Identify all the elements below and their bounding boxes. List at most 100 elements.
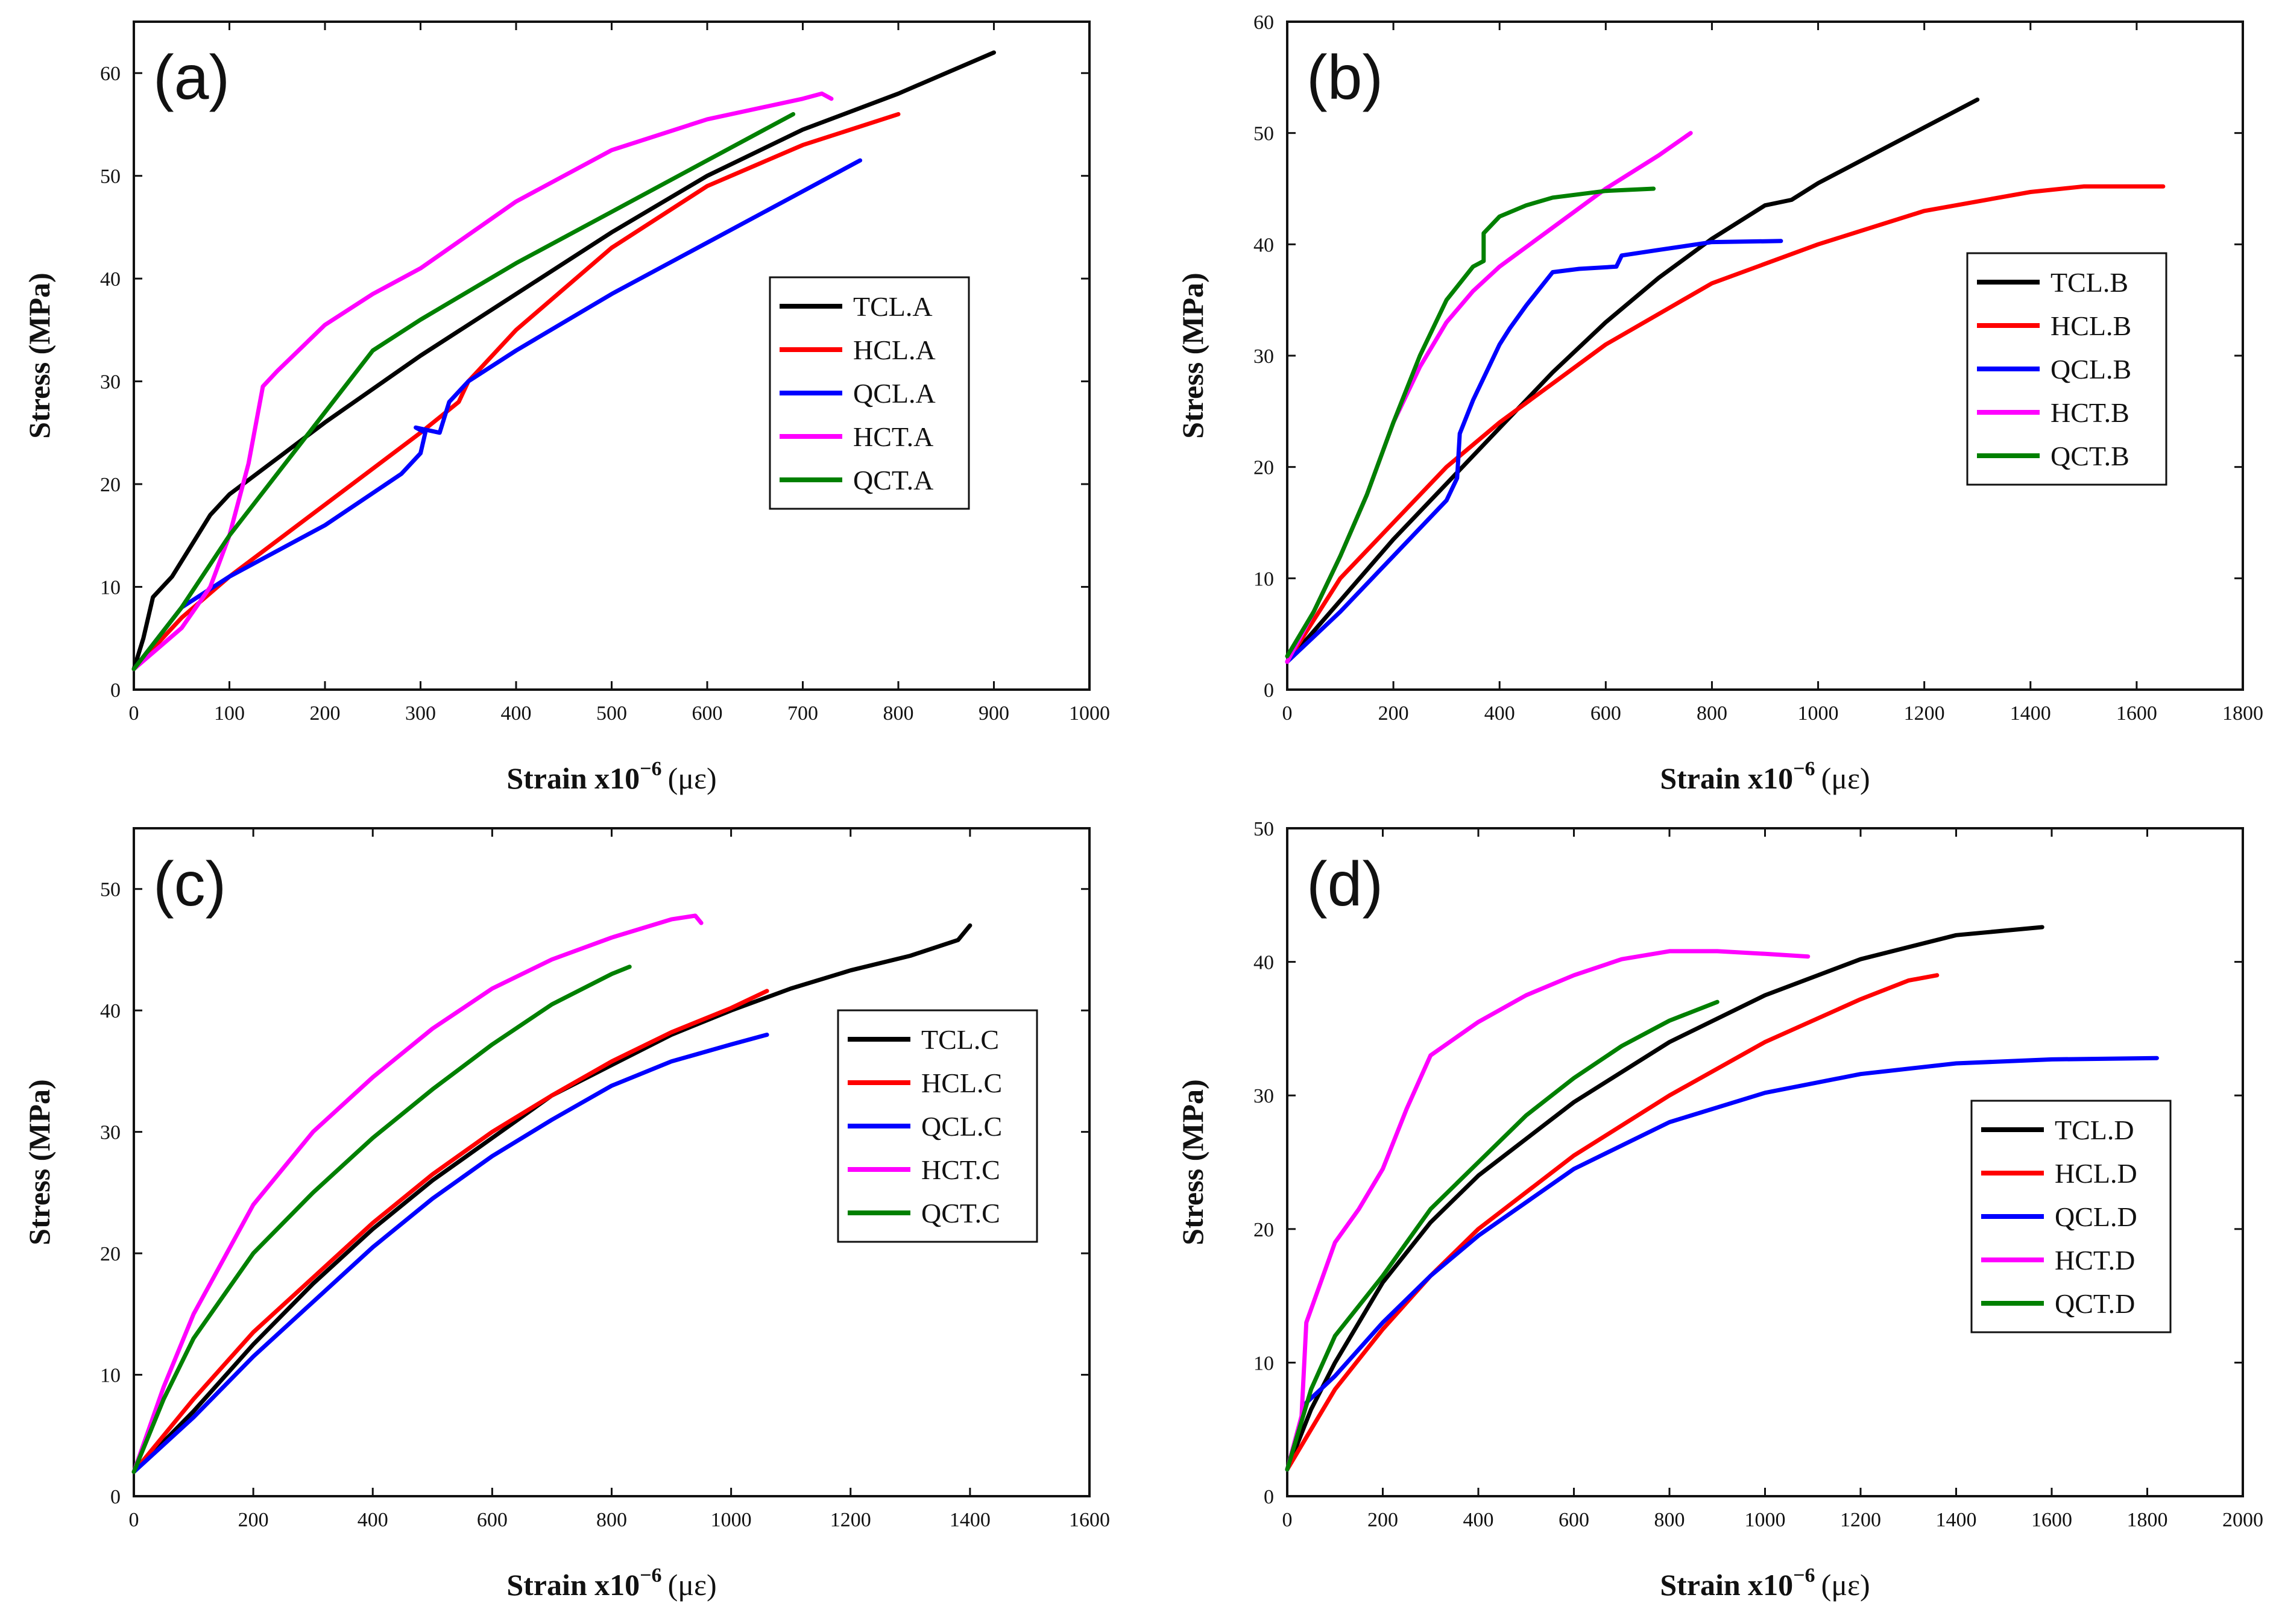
- x-tick-label: 0: [129, 702, 139, 725]
- series-line-tcl-b: [1285, 97, 1980, 664]
- x-tick-label: 1400: [1936, 1509, 1977, 1531]
- legend-entry: HCT.B: [2050, 397, 2129, 428]
- series-line-qcl-d: [1285, 1056, 2159, 1472]
- panels-layer: 0 100 200 300 400 500 600 700 800 900 100001020304…: [22, 11, 2263, 1602]
- series-line-hct-c: [131, 913, 704, 1475]
- y-tick-label: 30: [100, 1122, 121, 1144]
- x-axis-label-exponent: −6: [1793, 1564, 1815, 1587]
- legend-entry: QCL.D: [2055, 1201, 2137, 1232]
- series-line-qct-b: [1285, 186, 1656, 659]
- series-line-tcl-d: [1285, 925, 2044, 1472]
- x-axis-label-main: Strain x10: [1660, 761, 1793, 795]
- x-tick-label: 1400: [2010, 702, 2051, 725]
- x-tick-label: 1200: [830, 1509, 871, 1531]
- x-axis-label-exponent: −6: [1793, 758, 1815, 780]
- series-line-hcl-b: [1285, 184, 2166, 664]
- legend-entry: TCL.C: [921, 1024, 999, 1055]
- x-axis-label-main: Strain x10: [506, 1568, 640, 1602]
- series-line-hcl-c: [131, 989, 769, 1475]
- y-tick-label: 40: [1253, 234, 1274, 256]
- legend-entry: HCL.D: [2055, 1158, 2137, 1189]
- x-tick-label: 1000: [711, 1509, 752, 1531]
- x-tick-label: 200: [310, 702, 341, 725]
- series-line-qcl-b: [1285, 239, 1783, 664]
- x-tick-label: 100: [214, 702, 245, 725]
- y-tick-label: 10: [1253, 568, 1274, 590]
- y-tick-label: 40: [100, 268, 121, 291]
- y-axis-label: Stress (MPa): [1176, 272, 1209, 438]
- y-tick-label: 20: [1253, 457, 1274, 479]
- x-tick-label: 800: [596, 1509, 627, 1531]
- legend-entry: HCT.A: [853, 421, 933, 452]
- x-tick-label: 1600: [2116, 702, 2157, 725]
- series-line-hct-a: [131, 91, 834, 672]
- x-tick-label: 1200: [1904, 702, 1945, 725]
- series-line-qcl-a: [131, 158, 863, 672]
- series-line-hcl-d: [1285, 973, 1940, 1472]
- legend-entry: HCL.A: [853, 335, 936, 365]
- x-tick-label: 600: [1590, 702, 1621, 725]
- panel-label: (b): [1307, 43, 1383, 113]
- panel-label: (c): [153, 849, 226, 919]
- x-axis-label-main: Strain x10: [506, 761, 640, 795]
- y-axis-label: Stress (MPa): [1176, 1079, 1209, 1245]
- panel-label: (a): [153, 43, 230, 113]
- x-tick-label: 400: [1463, 1509, 1494, 1531]
- panel-c: 0 200 400 600 800 1000 1200 1400 1600 0 10 20 30 40 50…: [22, 827, 1110, 1602]
- series-line-qcl-c: [131, 1033, 769, 1475]
- legend-entry: QCT.D: [2055, 1288, 2135, 1319]
- x-tick-label: 600: [477, 1509, 508, 1531]
- x-axis-label: Strain x10−6 (με): [506, 1564, 716, 1602]
- y-tick-label: 40: [100, 1000, 121, 1022]
- y-tick-label: 10: [1253, 1352, 1274, 1374]
- x-tick-label: 1600: [1069, 1509, 1110, 1531]
- series-line-hct-d: [1285, 949, 1811, 1472]
- y-tick-label: 0: [1264, 679, 1274, 702]
- x-tick-label: 400: [1484, 702, 1515, 725]
- x-tick-label: 2000: [2222, 1509, 2263, 1531]
- x-tick-label: 1000: [1069, 702, 1110, 725]
- x-tick-label: 1600: [2031, 1509, 2072, 1531]
- y-tick-label: 20: [1253, 1219, 1274, 1241]
- legend-entry: QCL.B: [2050, 354, 2131, 385]
- panel-a: 0 100 200 300 400 500 600 700 800 900 1000 0 10 20 30 4…: [22, 20, 1110, 795]
- x-tick-label: 200: [238, 1509, 269, 1531]
- series-line-qct-d: [1285, 999, 1719, 1472]
- panel-d: 0 200 400 600 800 1000 1200 1400 1600 1800 2000 0 10…: [1176, 818, 2263, 1602]
- x-axis-label-exponent: −6: [640, 1564, 661, 1587]
- x-tick-label: 500: [596, 702, 627, 725]
- legend-entry: QCT.C: [921, 1198, 1000, 1229]
- x-axis-label-unit: (με): [668, 761, 717, 795]
- legend-entry: TCL.D: [2055, 1115, 2134, 1145]
- y-tick-label: 30: [1253, 1085, 1274, 1107]
- y-tick-label: 50: [100, 166, 121, 188]
- x-axis-label-exponent: −6: [640, 758, 661, 780]
- x-tick-label: 400: [501, 702, 532, 725]
- y-tick-label: 30: [100, 371, 121, 394]
- legend: TCL.C HCL.C QCL.C HCT.C QCT.C: [837, 1009, 1038, 1243]
- x-axis-label-unit: (με): [668, 1568, 717, 1602]
- panel-b: 0 200 400 600 800 1000 1200 1400 1600 1800 0 10 20 30…: [1176, 11, 2263, 795]
- x-tick-label: 1200: [1840, 1509, 1881, 1531]
- x-axis-label: Strain x10−6 (με): [1660, 1564, 1870, 1602]
- x-tick-label: 1000: [1745, 1509, 1786, 1531]
- y-tick-label: 10: [100, 1365, 121, 1387]
- y-tick-label: 0: [110, 1486, 121, 1508]
- x-tick-label: 1800: [2222, 702, 2263, 725]
- x-tick-label: 0: [129, 1509, 139, 1531]
- legend-entry: HCL.B: [2050, 310, 2131, 341]
- x-tick-label: 800: [883, 702, 914, 725]
- legend-entry: QCT.B: [2050, 441, 2129, 471]
- y-tick-label: 60: [1253, 11, 1274, 34]
- legend: TCL.B HCL.B QCL.B HCT.B QCT.B: [1966, 252, 2167, 486]
- y-tick-label: 20: [100, 474, 121, 496]
- y-tick-label: 50: [100, 879, 121, 901]
- y-tick-label: 40: [1253, 952, 1274, 974]
- x-axis-label: Strain x10−6 (με): [1660, 758, 1870, 795]
- x-axis-label: Strain x10−6 (με): [506, 758, 716, 795]
- legend-entry: TCL.A: [853, 291, 933, 322]
- x-tick-label: 1400: [950, 1509, 991, 1531]
- legend-entry: QCT.A: [853, 465, 933, 496]
- y-tick-label: 0: [110, 679, 121, 702]
